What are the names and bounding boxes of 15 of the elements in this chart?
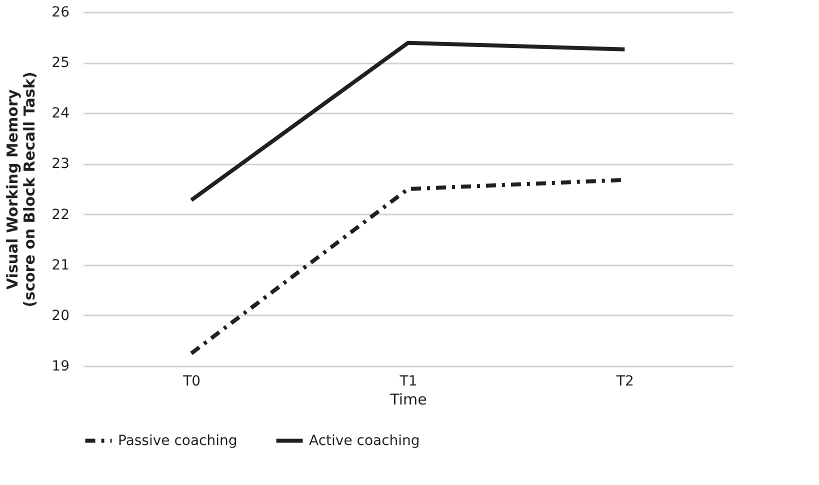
x-tick-label: T1 [398, 374, 418, 390]
y-tick-label: 21 [52, 257, 70, 274]
y-tick-label: 19 [52, 358, 70, 374]
y-tick-label: 22 [52, 206, 70, 223]
y-tick-label: 23 [52, 156, 70, 172]
y-tick-label: 26 [52, 4, 70, 20]
y-tick-label: 24 [52, 106, 70, 122]
y-tick-label: 25 [52, 55, 70, 72]
x-tick-label: T0 [182, 374, 201, 390]
legend-label: Active coaching [309, 432, 420, 449]
x-tick-label: T2 [615, 374, 634, 390]
y-axis-title: Visual Working Memory (score on Block Recall Task) [4, 72, 39, 308]
legend-label: Passive coaching [118, 432, 238, 449]
x-axis-title: Time [389, 390, 427, 408]
y-tick-label: 20 [52, 308, 70, 324]
